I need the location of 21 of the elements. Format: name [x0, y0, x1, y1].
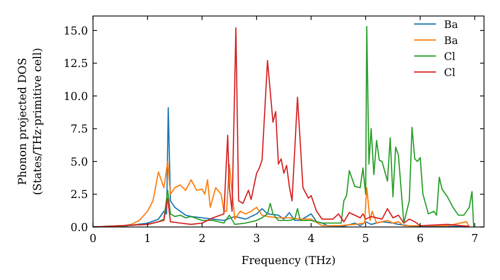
legend-label: Cl — [444, 51, 456, 63]
legend-label: Ba — [444, 35, 458, 47]
x-tick-label: 2 — [198, 232, 206, 245]
x-tick-label: 7 — [471, 232, 478, 245]
y-tick-label: 2.5 — [70, 188, 88, 202]
y-tick-label: 12.5 — [64, 57, 88, 70]
y-tick-label: 15.0 — [64, 24, 88, 38]
y-tick-label: 10.0 — [64, 90, 88, 103]
legend-label: Cl — [444, 67, 456, 79]
x-tick-label: 0 — [90, 232, 96, 245]
x-tick-label: 6 — [416, 232, 424, 245]
x-tick-label: 4 — [308, 232, 315, 245]
x-axis-title: Frequency (THz) — [241, 254, 336, 267]
x-tick-label: 1 — [144, 232, 152, 245]
x-tick-label: 5 — [362, 232, 370, 245]
x-tick-label: 3 — [253, 232, 260, 245]
y-tick-label: 0.0 — [70, 221, 88, 234]
legend-label: Ba — [444, 19, 458, 31]
y-tick-label: 5.0 — [70, 155, 88, 168]
y-axis-title: Phonon projected DOS (States/THz·primitive cell) — [16, 48, 44, 196]
y-tick-label: 7.5 — [70, 122, 88, 136]
